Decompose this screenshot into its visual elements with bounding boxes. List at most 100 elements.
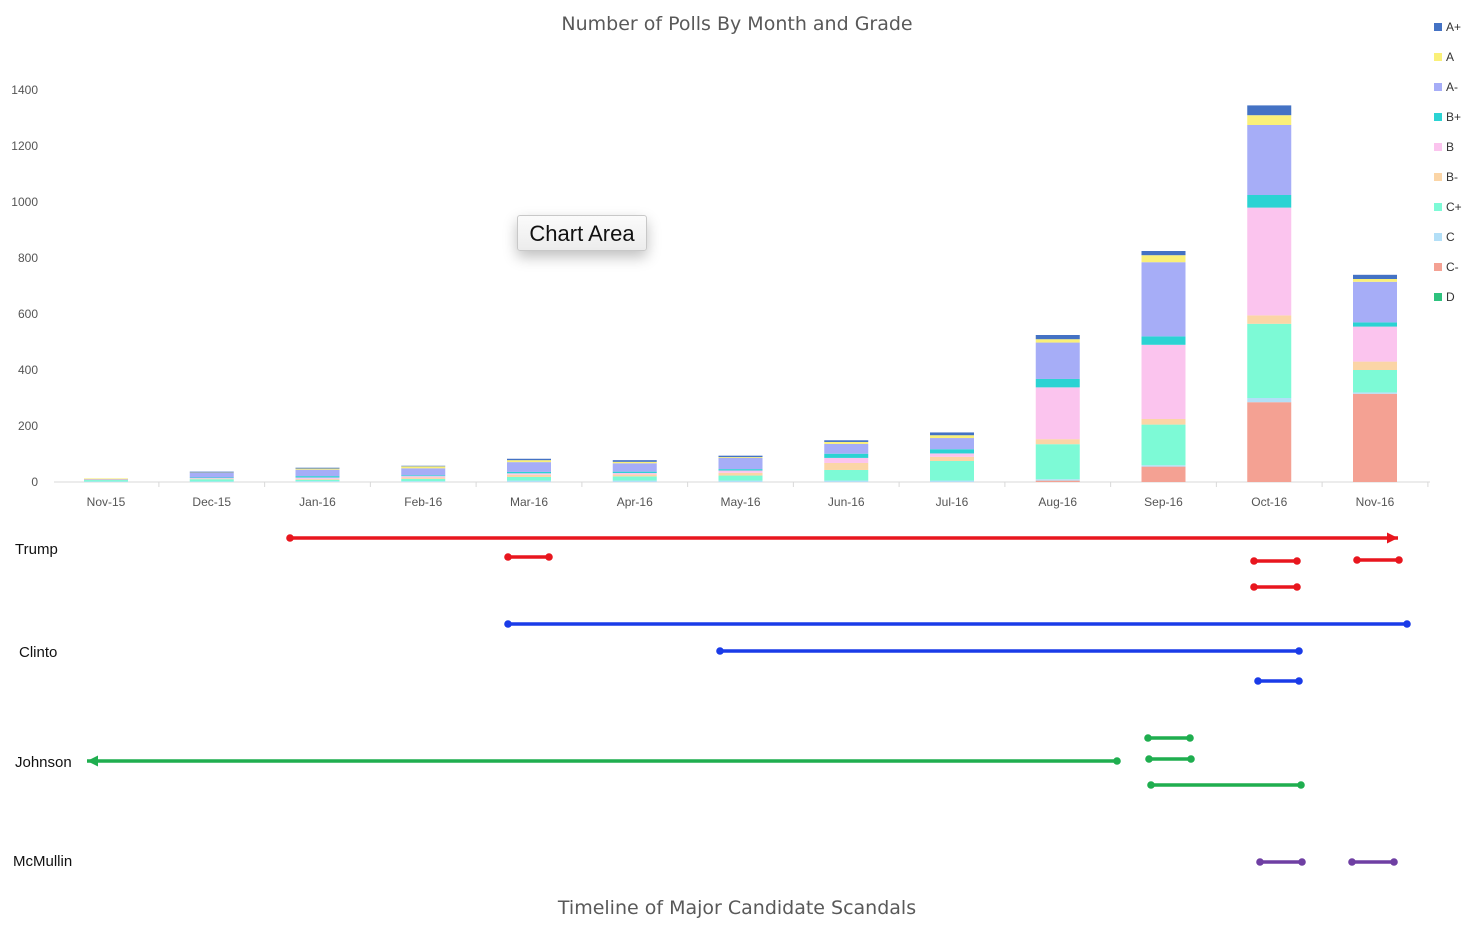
bar-segment-B-minus — [612, 474, 657, 477]
bar-segment-C-plus — [1353, 370, 1397, 393]
legend-swatch — [1434, 233, 1442, 241]
bar-segment-C-plus — [401, 478, 446, 482]
y-tick-label: 800 — [18, 251, 38, 265]
bar-segment-B — [507, 473, 551, 475]
bar-segment-B — [930, 453, 974, 457]
bar-segment-C-minus — [1141, 466, 1186, 482]
bar-segment-B-minus — [930, 456, 974, 461]
bar-segment-B-minus — [824, 462, 869, 470]
bar-segment-A-plus — [612, 460, 657, 462]
bar-segment-B — [824, 457, 869, 463]
scandal-start-dot — [1147, 781, 1155, 789]
scandal-start-dot — [1256, 858, 1264, 866]
scandal-end-dot — [1186, 734, 1194, 742]
scandal-arrowhead — [1387, 532, 1398, 544]
legend-swatch — [1434, 173, 1442, 181]
scandal-end-dot — [1403, 620, 1411, 628]
bar-segment-B-minus — [718, 472, 763, 476]
scandal-start-dot — [1348, 858, 1356, 866]
candidate-label: Clinto — [19, 644, 57, 661]
bar-segment-C — [507, 480, 551, 482]
bar-segment-A-plus — [930, 432, 974, 436]
legend-swatch — [1434, 293, 1442, 301]
bar-segment-B-minus — [1353, 361, 1397, 370]
bar-segment-B-plus — [507, 471, 551, 474]
bar-segment-A-plus — [718, 455, 763, 458]
x-tick-label: Dec-15 — [192, 495, 231, 509]
bar-segment-C — [1353, 392, 1397, 394]
x-tick-label: Feb-16 — [404, 495, 442, 509]
bar-segment-B — [189, 478, 234, 479]
bar-segment-B-plus — [189, 477, 234, 479]
bar-segment-A — [1247, 115, 1292, 125]
x-axis: Nov-15 Dec-15 Jan-16 Feb-16 Mar-16 Apr-16 May-… — [87, 482, 1429, 509]
bar-segment-C — [189, 481, 234, 482]
bar-segment-A-minus — [824, 443, 869, 454]
bar-segment-B — [295, 477, 340, 479]
bar-segment-C — [718, 480, 763, 482]
legend-label: C+ — [1446, 200, 1462, 214]
legend-label: A- — [1446, 80, 1458, 94]
candidate-label: Trump — [15, 541, 58, 558]
bar-segment-C-plus — [1035, 444, 1080, 480]
bar-segment-A — [930, 435, 974, 439]
scandal-start-dot — [1145, 755, 1153, 763]
bar-segment-A-minus — [1247, 125, 1292, 195]
bar-segment-A-minus — [507, 462, 551, 472]
x-tick-label: Apr-16 — [617, 495, 653, 509]
x-tick-label: Aug-16 — [1038, 495, 1077, 509]
scandal-start-dot — [1250, 557, 1258, 565]
scandal-start-dot — [504, 620, 512, 628]
scandal-end-dot — [1297, 781, 1305, 789]
bar-segment-B-plus — [1353, 322, 1397, 327]
bar-segment-C-minus — [1035, 480, 1080, 482]
scandal-start-dot — [1144, 734, 1152, 742]
bar-segment-C-minus — [1247, 402, 1292, 482]
bar-segment-B-minus — [1247, 315, 1292, 324]
legend-swatch — [1434, 263, 1442, 271]
bar-segment-C-plus — [824, 469, 869, 481]
bar-segment-B-plus — [824, 453, 869, 458]
bar-segment-B-plus — [1141, 336, 1186, 345]
bar-plot — [84, 105, 1397, 482]
chart-area-tooltip: Chart Area — [517, 215, 647, 251]
legend-label: A+ — [1446, 20, 1461, 34]
bar-segment-A-minus — [1141, 262, 1186, 337]
x-tick-label: May-16 — [720, 495, 760, 509]
bar-segment-B-plus — [401, 475, 446, 477]
bar-segment-C-plus — [930, 461, 974, 481]
bar-segment-A-minus — [189, 472, 234, 478]
scandal-end-dot — [1390, 858, 1398, 866]
legend-label: A — [1446, 50, 1454, 64]
legend-label: C — [1446, 230, 1455, 244]
legend-swatch — [1434, 203, 1442, 211]
x-tick-label: Jul-16 — [936, 495, 969, 509]
bar-segment-A-minus — [401, 468, 446, 476]
candidate-label: McMullin — [13, 853, 72, 870]
bar-segment-A-plus — [824, 440, 869, 442]
bar-segment-C — [1035, 479, 1080, 481]
bar-segment-B — [401, 476, 446, 478]
bar-segment-B — [718, 470, 763, 473]
bar-segment-A-plus — [1353, 274, 1397, 279]
bar-segment-A-plus — [189, 471, 234, 473]
chart-title: Number of Polls By Month and Grade — [561, 13, 912, 35]
bar-segment-B-minus — [507, 474, 551, 477]
bar-segment-A — [824, 441, 869, 444]
bar-segment-A — [612, 461, 657, 464]
x-tick-label: Nov-15 — [87, 495, 126, 509]
scandal-end-dot — [1187, 755, 1195, 763]
bar-segment-C-plus — [1247, 323, 1292, 398]
bar-segment-B — [1141, 344, 1186, 419]
bar-segment-C-plus — [189, 479, 234, 482]
scandal-end-dot — [1293, 557, 1301, 565]
bar-segment-A-plus — [1035, 335, 1080, 340]
bar-segment-C-plus — [507, 476, 551, 481]
scandal-end-dot — [1295, 647, 1303, 655]
bar-segment-C-plus — [1141, 424, 1186, 466]
legend-swatch — [1434, 143, 1442, 151]
bar-segment-A-plus — [1141, 251, 1186, 256]
bar-segment-C — [295, 481, 340, 482]
y-tick-label: 600 — [18, 307, 38, 321]
